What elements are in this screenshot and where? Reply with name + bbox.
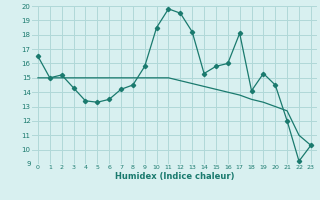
X-axis label: Humidex (Indice chaleur): Humidex (Indice chaleur) — [115, 172, 234, 181]
